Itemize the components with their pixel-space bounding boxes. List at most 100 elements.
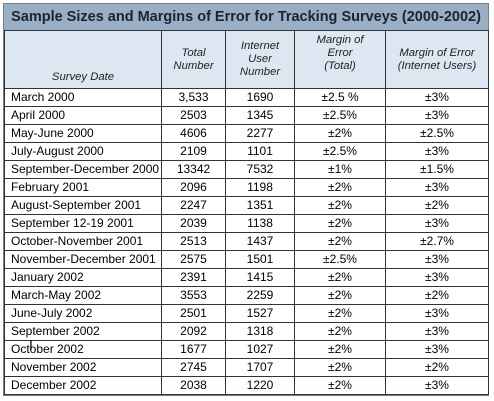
cell-margin-error-internet: ±3% (385, 322, 489, 341)
table-row: March 2000 3,533 1690 ±2.5 % ±3% (4, 88, 489, 107)
cell-margin-error-internet: ±3% (385, 376, 489, 395)
cell-total-number: 2247 (161, 196, 226, 215)
cell-total-number: 2513 (161, 232, 226, 251)
cell-total-number: 3553 (161, 286, 226, 305)
cell-internet-user-number: 7532 (225, 160, 295, 179)
cell-survey-date: June-July 2002 (4, 304, 162, 323)
cell-internet-user-number: 1138 (225, 214, 295, 233)
cell-total-number: 2038 (161, 376, 226, 395)
header-total-line1: Total (181, 46, 206, 59)
cell-internet-user-number: 1101 (225, 142, 295, 161)
cell-survey-date: September 12-19 2001 (4, 214, 162, 233)
table-row: October 2002 1677 1027 ±2% ±3% (4, 340, 489, 359)
table-row: November 2002 2745 1707 ±2% ±2% (4, 358, 489, 377)
text-cursor-icon: I (29, 339, 33, 354)
cell-margin-error-total: ±2% (294, 124, 386, 143)
cell-margin-error-total: ±1% (294, 160, 386, 179)
cell-margin-error-internet: ±3% (385, 178, 489, 197)
header-margin-error-total: Margin of Error (Total) (294, 30, 386, 89)
cell-total-number: 2501 (161, 304, 226, 323)
table-row: August-September 2001 2247 1351 ±2% ±2% (4, 196, 489, 215)
table-row: March-May 2002 3553 2259 ±2% ±2% (4, 286, 489, 305)
cell-internet-user-number: 1415 (225, 268, 295, 287)
header-margin-error-internet: Margin of Error (Internet Users) (385, 30, 489, 89)
cell-total-number: 2503 (161, 106, 226, 125)
survey-table-frame: Sample Sizes and Margins of Error for Tr… (3, 3, 489, 396)
cell-margin-error-total: ±2.5% (294, 250, 386, 269)
cell-margin-error-total: ±2.5% (294, 106, 386, 125)
cell-total-number: 2391 (161, 268, 226, 287)
cell-total-number: 3,533 (161, 88, 226, 107)
table-row: November-December 2001 2575 1501 ±2.5% ±3% (4, 250, 489, 269)
cell-total-number: 4606 (161, 124, 226, 143)
table-row: September 2002 2092 1318 ±2% ±3% (4, 322, 489, 341)
table-row: February 2001 2096 1198 ±2% ±3% (4, 178, 489, 197)
table-row: October-November 2001 2513 1437 ±2% ±2.7% (4, 232, 489, 251)
table-row: April 2000 2503 1345 ±2.5% ±3% (4, 106, 489, 125)
cell-total-number: 2109 (161, 142, 226, 161)
cell-margin-error-internet: ±2% (385, 196, 489, 215)
cell-survey-date: September 2002 (4, 322, 162, 341)
cell-internet-user-number: 1318 (225, 322, 295, 341)
cell-total-number: 2039 (161, 214, 226, 233)
cell-margin-error-total: ±2% (294, 322, 386, 341)
cell-margin-error-total: ±2% (294, 232, 386, 251)
cell-margin-error-total: ±2% (294, 304, 386, 323)
cell-survey-date: May-June 2000 (4, 124, 162, 143)
cell-survey-date: July-August 2000 (4, 142, 162, 161)
survey-table: Survey Date Total Number Internet User N… (4, 30, 489, 395)
header-moe-internet-line1: Margin of Error (399, 46, 475, 59)
header-internet-line2: User (248, 53, 272, 65)
cell-margin-error-internet: ±3% (385, 304, 489, 323)
cell-total-number: 2575 (161, 250, 226, 269)
header-moe-total-line1: Margin of (316, 34, 364, 46)
table-row: September-December 2000 13342 7532 ±1% ±1.5% (4, 160, 489, 179)
cell-margin-error-internet: ±2.5% (385, 124, 489, 143)
table-header-row: Survey Date Total Number Internet User N… (4, 30, 489, 89)
cell-margin-error-total: ±2% (294, 178, 386, 197)
cell-margin-error-total: ±2% (294, 268, 386, 287)
cell-total-number: 2745 (161, 358, 226, 377)
cell-internet-user-number: 1690 (225, 88, 295, 107)
cell-survey-date: March 2000 (4, 88, 162, 107)
cell-survey-date: March-May 2002 (4, 286, 162, 305)
cell-survey-date: April 2000 (4, 106, 162, 125)
cell-internet-user-number: 1437 (225, 232, 295, 251)
table-row: September 12-19 2001 2039 1138 ±2% ±3% (4, 214, 489, 233)
cell-total-number: 13342 (161, 160, 226, 179)
cell-survey-date: September-December 2000 (4, 160, 162, 179)
cell-margin-error-total: ±2% (294, 196, 386, 215)
cell-survey-date: January 2002 (4, 268, 162, 287)
header-internet-line1: Internet (240, 40, 280, 52)
cell-internet-user-number: 1707 (225, 358, 295, 377)
table-body: March 2000 3,533 1690 ±2.5 % ±3% April 2000 25… (4, 88, 489, 395)
cell-margin-error-internet: ±3% (385, 88, 489, 107)
cell-internet-user-number: 2259 (225, 286, 295, 305)
cell-margin-error-internet: ±1.5% (385, 160, 489, 179)
table-title: Sample Sizes and Margins of Error for Tr… (4, 4, 488, 30)
cell-margin-error-internet: ±3% (385, 214, 489, 233)
cell-internet-user-number: 1351 (225, 196, 295, 215)
cell-internet-user-number: 1501 (225, 250, 295, 269)
cell-survey-date: October-November 2001 (4, 232, 162, 251)
header-internet-line3: Number (239, 66, 281, 78)
cell-margin-error-total: ±2% (294, 214, 386, 233)
cell-survey-date: November-December 2001 (4, 250, 162, 269)
cell-total-number: 2092 (161, 322, 226, 341)
cell-total-number: 2096 (161, 178, 226, 197)
cell-internet-user-number: 1027 (225, 340, 295, 359)
table-row: December 2002 2038 1220 ±2% ±3% (4, 376, 489, 395)
cell-margin-error-internet: ±2.7% (385, 232, 489, 251)
cell-margin-error-internet: ±2% (385, 358, 489, 377)
cell-margin-error-total: ±2% (294, 358, 386, 377)
table-row: June-July 2002 2501 1527 ±2% ±3% (4, 304, 489, 323)
header-moe-total-line2: Error (327, 47, 353, 59)
table-row: January 2002 2391 1415 ±2% ±3% (4, 268, 489, 287)
cell-margin-error-internet: ±2% (385, 286, 489, 305)
header-survey-date-label: Survey Date (51, 71, 115, 83)
cell-internet-user-number: 2277 (225, 124, 295, 143)
header-survey-date: Survey Date (4, 30, 162, 89)
table-row: July-August 2000 2109 1101 ±2.5% ±3% (4, 142, 489, 161)
cell-margin-error-internet: ±3% (385, 268, 489, 287)
cell-internet-user-number: 1345 (225, 106, 295, 125)
